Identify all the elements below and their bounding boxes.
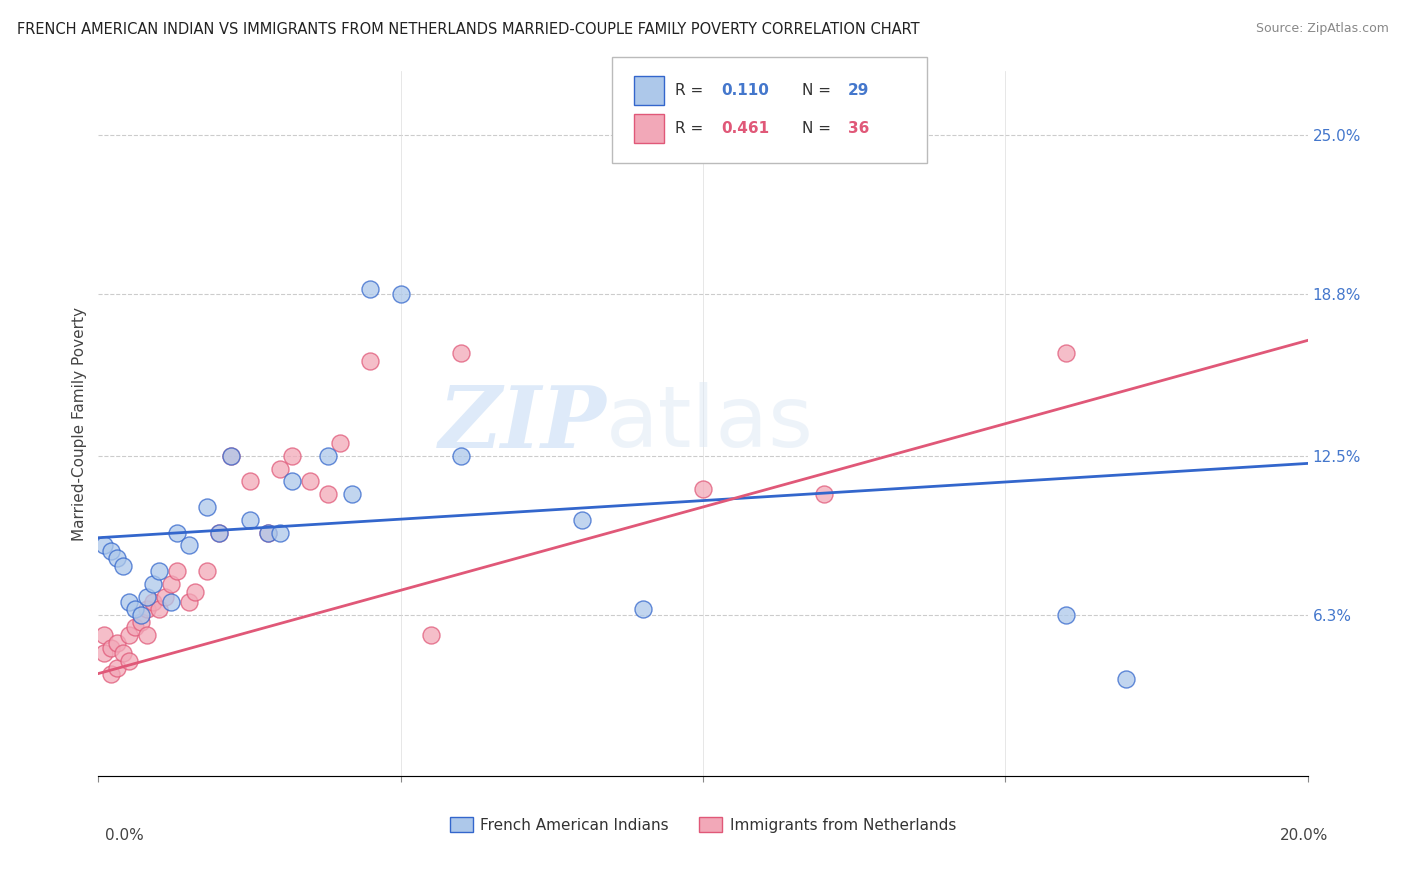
Point (124, 620, 146, 634)
Point (256, 525, 278, 540)
Point (450, 449, 472, 463)
Y-axis label: Married-Couple Family Poverty: Married-Couple Family Poverty (72, 307, 87, 541)
Point (316, 487, 339, 501)
Point (124, 602, 146, 616)
Point (148, 602, 170, 616)
Point (148, 564, 170, 578)
Point (166, 525, 188, 540)
Point (360, 354, 382, 368)
FancyBboxPatch shape (613, 57, 927, 163)
Point (269, 461, 291, 475)
Legend: French American Indians, Immigrants from Netherlands: French American Indians, Immigrants from… (443, 811, 963, 838)
Point (142, 577, 165, 591)
Text: 0.110: 0.110 (721, 83, 769, 97)
Text: FRENCH AMERICAN INDIAN VS IMMIGRANTS FROM NETHERLANDS MARRIED-COUPLE FAMILY POVE: FRENCH AMERICAN INDIAN VS IMMIGRANTS FRO… (17, 22, 920, 37)
Point (571, 513, 593, 527)
Point (420, 628, 443, 642)
Point (239, 475, 262, 489)
Text: 0.0%: 0.0% (105, 828, 145, 843)
FancyBboxPatch shape (634, 76, 664, 105)
Point (221, 449, 243, 463)
Point (239, 513, 262, 527)
Text: atlas: atlas (606, 382, 814, 466)
Point (208, 525, 231, 540)
Point (281, 475, 304, 489)
Point (135, 602, 157, 616)
Point (129, 615, 152, 630)
Point (135, 590, 157, 604)
Point (450, 346, 472, 360)
Point (179, 595, 201, 609)
Point (1115, 672, 1137, 686)
Point (111, 558, 134, 573)
Point (118, 628, 141, 642)
Point (195, 500, 218, 514)
Point (160, 577, 183, 591)
Point (316, 449, 339, 463)
Point (105, 551, 128, 566)
Text: R =: R = (675, 83, 709, 97)
Point (360, 282, 382, 296)
Point (160, 595, 183, 609)
Text: ZIP: ZIP (439, 382, 606, 466)
Point (93, 628, 115, 642)
Point (118, 654, 141, 668)
Point (105, 661, 128, 675)
FancyBboxPatch shape (634, 113, 664, 144)
Point (329, 436, 352, 450)
Point (256, 525, 278, 540)
Point (813, 487, 835, 501)
Point (93, 538, 115, 552)
Point (100, 640, 122, 655)
Point (195, 564, 218, 578)
Point (281, 449, 304, 463)
Text: N =: N = (803, 120, 837, 136)
Text: Source: ZipAtlas.com: Source: ZipAtlas.com (1256, 22, 1389, 36)
Point (142, 595, 165, 609)
Text: 0.461: 0.461 (721, 120, 769, 136)
Point (221, 449, 243, 463)
Text: 36: 36 (848, 120, 869, 136)
Point (153, 590, 176, 604)
Point (299, 475, 322, 489)
Point (93, 646, 115, 660)
Point (129, 607, 152, 622)
Point (208, 525, 231, 540)
Point (135, 628, 157, 642)
Point (269, 525, 291, 540)
Point (111, 646, 134, 660)
Point (105, 636, 128, 650)
Point (1054, 346, 1077, 360)
Point (342, 487, 364, 501)
Text: 29: 29 (848, 83, 869, 97)
Point (692, 482, 714, 496)
Point (100, 543, 122, 558)
Point (389, 287, 412, 301)
Text: N =: N = (803, 83, 837, 97)
Text: 20.0%: 20.0% (1281, 828, 1329, 843)
Point (1054, 607, 1077, 622)
Point (100, 666, 122, 681)
Point (184, 584, 207, 599)
Point (631, 602, 654, 616)
Point (166, 564, 188, 578)
Point (118, 595, 141, 609)
Text: R =: R = (675, 120, 709, 136)
Point (179, 538, 201, 552)
